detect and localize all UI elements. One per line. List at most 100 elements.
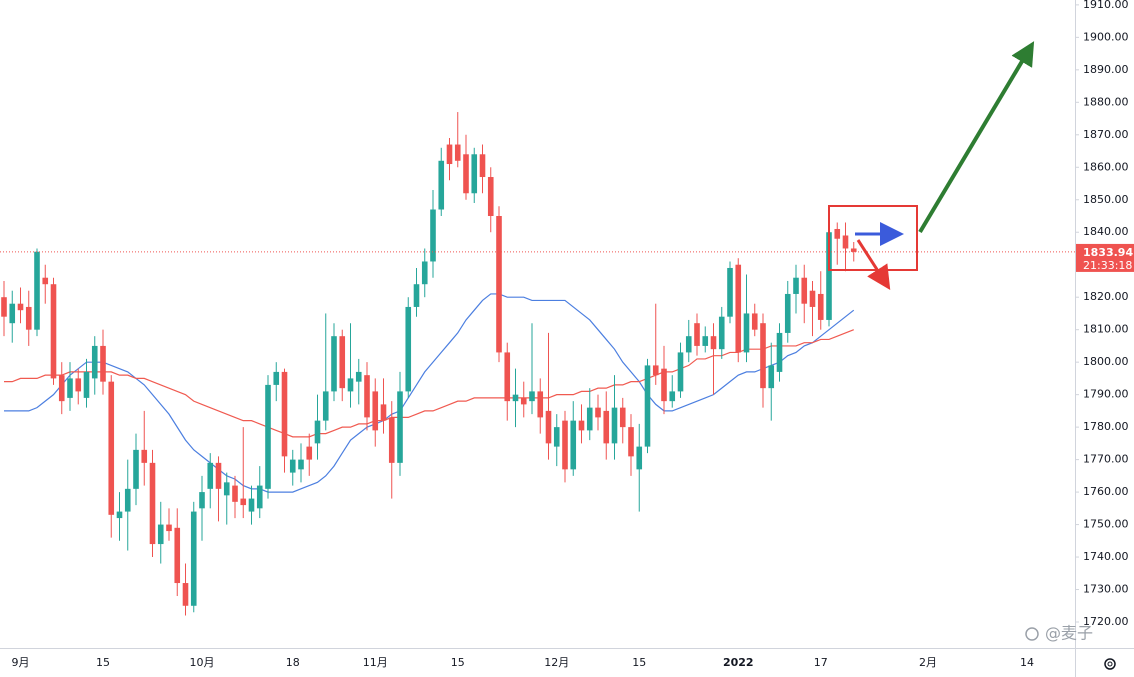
candle-body: [133, 449, 139, 489]
candle-body: [347, 378, 354, 392]
x-tick-label: 9月: [12, 656, 30, 669]
candle-body: [628, 427, 634, 457]
candle-body: [504, 352, 511, 402]
candle-body: [438, 160, 445, 210]
candle-body: [42, 277, 49, 285]
candle-body: [397, 391, 403, 463]
y-tick-label: 1890.00: [1083, 63, 1129, 76]
candle-body: [768, 365, 775, 389]
candle-body: [685, 336, 692, 353]
candle-body: [479, 154, 486, 178]
candle-body: [174, 527, 181, 584]
candle-body: [463, 154, 469, 194]
candle-body: [421, 261, 428, 285]
candle-body: [240, 498, 247, 506]
candle-body: [801, 277, 808, 304]
candle-body: [314, 420, 321, 444]
candle-body: [50, 284, 57, 379]
candle-body: [718, 316, 725, 350]
y-tick-label: 1910.00: [1083, 0, 1129, 11]
candle-body: [413, 284, 420, 307]
x-tick-label: 17: [814, 656, 828, 669]
candle-body: [190, 511, 197, 606]
candle-body: [388, 417, 395, 463]
candle-body: [694, 323, 700, 346]
candle-body: [166, 524, 172, 532]
candle-body: [553, 427, 560, 447]
candle-body: [636, 446, 643, 470]
y-tick-label: 1780.00: [1083, 420, 1129, 433]
x-tick-label: 11月: [363, 656, 388, 669]
candle-body: [116, 511, 123, 519]
candle-body: [809, 290, 816, 307]
candle-body: [298, 459, 304, 470]
candle-body: [108, 381, 115, 515]
candle-body: [9, 303, 16, 324]
x-tick-label: 14: [1020, 656, 1034, 669]
y-tick-label: 1720.00: [1083, 615, 1129, 628]
candle-body: [149, 462, 156, 545]
candle-body: [562, 420, 568, 470]
candle-body: [570, 420, 577, 470]
candle-body: [512, 394, 519, 402]
y-tick-label: 1810.00: [1083, 323, 1129, 336]
candle-body: [735, 264, 742, 353]
y-tick-label: 1800.00: [1083, 355, 1129, 368]
y-tick-label: 1880.00: [1083, 95, 1129, 108]
candle-body: [207, 462, 214, 489]
y-tick-label: 1900.00: [1083, 30, 1129, 43]
candle-body: [619, 407, 626, 428]
candle-body: [850, 248, 857, 252]
y-tick-label: 1870.00: [1083, 128, 1129, 141]
candle-body: [25, 306, 32, 330]
candle-body: [339, 336, 346, 389]
x-tick-label: 15: [451, 656, 465, 669]
y-tick-label: 1750.00: [1083, 518, 1129, 531]
candle-body: [751, 313, 758, 330]
candle-body: [743, 313, 750, 353]
candle-body: [776, 332, 783, 372]
x-tick-label: 15: [96, 656, 110, 669]
y-tick-label: 1820.00: [1083, 290, 1129, 303]
candle-body: [100, 345, 106, 382]
candle-body: [430, 209, 436, 262]
candle-body: [578, 420, 585, 431]
candle-body: [727, 267, 733, 317]
x-tick-label: 18: [286, 656, 300, 669]
arrow-up: [918, 41, 1035, 234]
candle-body: [669, 391, 676, 402]
candle-body: [702, 336, 709, 346]
x-tick-label: 10月: [190, 656, 215, 669]
plot-area: [0, 112, 1075, 616]
countdown-label: 21:33:18: [1083, 259, 1132, 272]
candle-body: [487, 177, 494, 216]
candle-body: [182, 583, 189, 606]
candle-body: [322, 391, 329, 421]
x-tick-label: 15: [632, 656, 646, 669]
candle-body: [157, 524, 164, 545]
candle-body: [17, 303, 24, 311]
candle-body: [834, 228, 841, 239]
candle-body: [710, 336, 717, 350]
watermark-text: @麦子: [1045, 624, 1093, 643]
last-price-label: 1833.94: [1083, 246, 1133, 259]
candle-body: [677, 352, 684, 392]
candle-body: [232, 485, 238, 502]
moving-average-line: [4, 293, 855, 493]
candle-body: [91, 345, 98, 379]
candle-body: [595, 407, 601, 418]
moving-average-line: [4, 329, 854, 438]
candle-body: [1, 297, 7, 317]
x-tick-label: 2月: [919, 656, 937, 669]
last-price-badge: [1076, 243, 1134, 272]
candle-body: [661, 368, 667, 402]
x-tick-label: 12月: [544, 656, 569, 669]
settings-icon[interactable]: [1104, 658, 1116, 670]
y-tick-label: 1760.00: [1083, 485, 1129, 498]
candle-body: [537, 391, 544, 418]
highlight-box: [828, 205, 918, 271]
candle-body: [58, 375, 65, 402]
watermark-logo: [1025, 627, 1039, 641]
candle-body: [644, 365, 651, 447]
candle-body: [826, 232, 832, 320]
